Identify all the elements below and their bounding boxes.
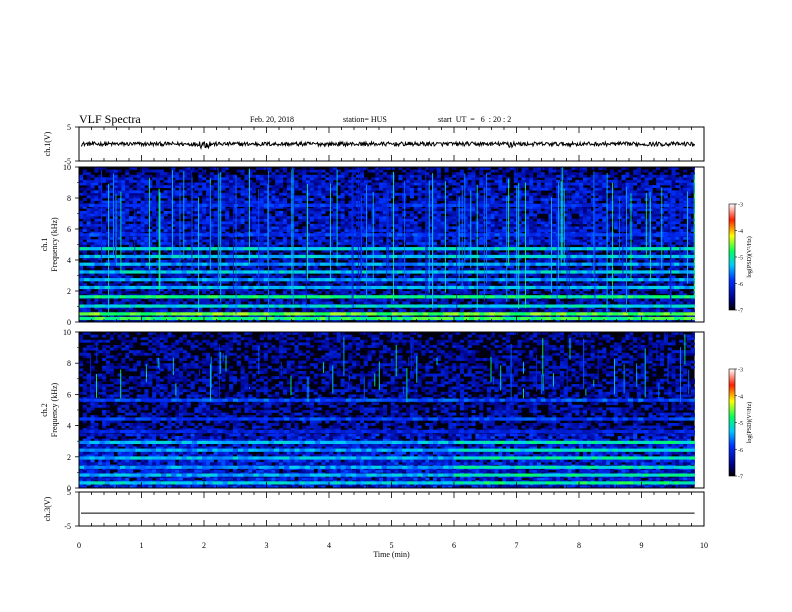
ch2-spectrogram-colorbar: -3 -4 -5 -6 -7 log(PSD)(V²/Hz) (728, 368, 753, 481)
xtick-label: 2 (202, 541, 206, 550)
colorbar-tick-label: -4 (738, 394, 743, 400)
ytick-label: 4 (67, 256, 71, 265)
ch2-spectrogram-ylabel-frequency: Frequency (kHz) (50, 382, 59, 437)
colorbar-tick-label: -5 (738, 256, 743, 262)
date-label: Feb. 20, 2018 (250, 115, 294, 124)
ch2-spectrogram-band (79, 481, 695, 485)
ch2-spectrogram-band (79, 398, 695, 402)
ytick-label: 0 (67, 318, 71, 327)
colorbar-label: log(PSD)(V²/Hz) (746, 402, 753, 443)
ch2-spectrogram-panel: 0 2 4 6 8 10 ch.2 Frequency (kHz) -3 -4 -5 -6 -7 log(… (40, 328, 753, 493)
ch1-spectrogram-ylabel-channel: ch.1 (40, 238, 49, 252)
ch1-spectrogram-band (79, 295, 695, 299)
xtick-label: 7 (515, 541, 519, 550)
ch2-spectrogram-band (79, 440, 695, 444)
ch2-spectrogram-ylabel-channel: ch.2 (40, 403, 49, 417)
xtick-label: 4 (327, 541, 331, 550)
ch2-spectrogram-band (79, 429, 695, 433)
xtick-label: 1 (140, 541, 144, 550)
ytick-label: 10 (63, 328, 71, 337)
ytick-label: 6 (67, 390, 71, 399)
start-time-label: start UT = 6 : 20 : 2 (438, 115, 512, 124)
ytick-label: 8 (67, 194, 71, 203)
ytick-label: 6 (67, 225, 71, 234)
ytick-label: 10 (63, 163, 71, 172)
ytick-label: 5 (67, 488, 71, 497)
ch1-waveform-trace (80, 139, 696, 151)
ch1-spectrogram-band (79, 312, 695, 316)
colorbar-tick-label: -5 (738, 421, 743, 427)
colorbar-tick-label: -3 (738, 203, 743, 209)
xtick-label: 6 (452, 541, 456, 550)
colorbar-gradient (728, 368, 736, 477)
ch1-spectrogram-panel: 0 2 4 6 8 10 ch.1 Frequency (kHz) -3 -4 -5 -6 -7 log(… (40, 163, 753, 327)
colorbar-tick-label: -4 (738, 229, 743, 235)
ch2-spectrogram-band (79, 456, 695, 460)
colorbar-tick-label: -7 (738, 309, 743, 315)
xtick-label: 9 (640, 541, 644, 550)
ch3-waveform-ylabel: ch.3(V) (43, 496, 52, 521)
ch1-spectrogram-band (79, 304, 695, 308)
ytick-label: 5 (67, 123, 71, 132)
ytick-label: -5 (64, 157, 71, 166)
ch1-spectrogram-ylabel-frequency: Frequency (kHz) (50, 217, 59, 272)
colorbar-tick-label: -3 (738, 368, 743, 374)
colorbar-tick-label: -6 (738, 448, 743, 454)
colorbar-gradient (728, 203, 736, 311)
ch2-spectrogram-band (79, 473, 695, 477)
ch2-spectrogram-band (79, 448, 695, 452)
xtick-label: 3 (265, 541, 269, 550)
ch1-spectrogram-colorbar: -3 -4 -5 -6 -7 log(PSD)(V²/Hz) (728, 203, 753, 315)
ch3-waveform-panel: 5 -5 ch.3(V) (43, 488, 705, 531)
station-label: station= HUS (343, 115, 387, 124)
ytick-label: 0 (67, 484, 71, 493)
ch1-waveform-ylabel: ch.1(V) (43, 131, 52, 156)
ytick-label: 4 (67, 422, 71, 431)
ytick-label: 2 (67, 287, 71, 296)
ch1-spectrogram-band (79, 285, 695, 290)
xtick-label: 0 (77, 541, 81, 550)
xtick-label: 10 (700, 541, 708, 550)
ch2-spectrogram-band (79, 417, 695, 421)
ytick-label: -5 (64, 522, 71, 531)
ch1-waveform-panel: 5 -5 ch.1(V) (43, 123, 705, 166)
ch1-spectrogram-band (79, 316, 695, 321)
ch1-spectrogram-band (79, 278, 695, 282)
x-axis-label: Time (min) (373, 550, 410, 559)
xtick-label: 5 (390, 541, 394, 550)
colorbar-tick-label: -6 (738, 282, 743, 288)
chart-title: VLF Spectra (79, 112, 141, 126)
ch1-spectrogram-band (79, 270, 695, 274)
ch2-spectrogram-band (79, 465, 695, 469)
ytick-label: 8 (67, 359, 71, 368)
colorbar-label: log(PSD)(V²/Hz) (746, 236, 753, 277)
colorbar-tick-label: -7 (738, 475, 743, 481)
xtick-label: 8 (577, 541, 581, 550)
ch1-spectrogram-band (79, 254, 695, 259)
ytick-label: 2 (67, 453, 71, 462)
